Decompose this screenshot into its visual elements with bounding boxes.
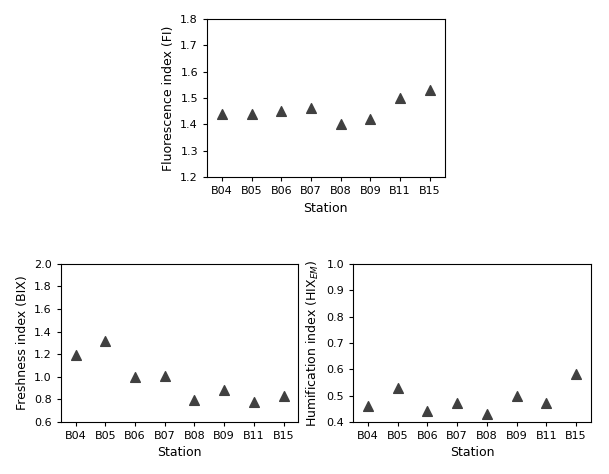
Point [217, 110, 227, 118]
Point [306, 105, 316, 112]
Point [482, 410, 491, 418]
Point [425, 86, 435, 94]
Y-axis label: Humification index (HIX$_{EM}$): Humification index (HIX$_{EM}$) [304, 259, 321, 427]
Point [395, 94, 405, 102]
X-axis label: Station: Station [449, 447, 495, 459]
Point [393, 384, 403, 392]
Point [423, 408, 432, 415]
Point [512, 392, 521, 399]
Y-axis label: Freshness index (BIX): Freshness index (BIX) [16, 275, 29, 410]
Point [247, 110, 256, 118]
Point [189, 397, 199, 404]
Point [452, 400, 462, 407]
Point [363, 402, 373, 410]
Point [160, 372, 170, 379]
Point [336, 120, 345, 128]
Point [571, 371, 581, 378]
Point [279, 392, 289, 400]
Point [71, 352, 80, 359]
Point [276, 107, 286, 115]
Point [365, 115, 375, 123]
Point [249, 398, 259, 405]
X-axis label: Station: Station [157, 447, 202, 459]
Point [219, 386, 229, 394]
Point [130, 373, 140, 381]
Point [541, 400, 551, 407]
Point [100, 337, 110, 345]
X-axis label: Station: Station [303, 201, 348, 215]
Y-axis label: Fluorescence index (FI): Fluorescence index (FI) [162, 25, 175, 171]
